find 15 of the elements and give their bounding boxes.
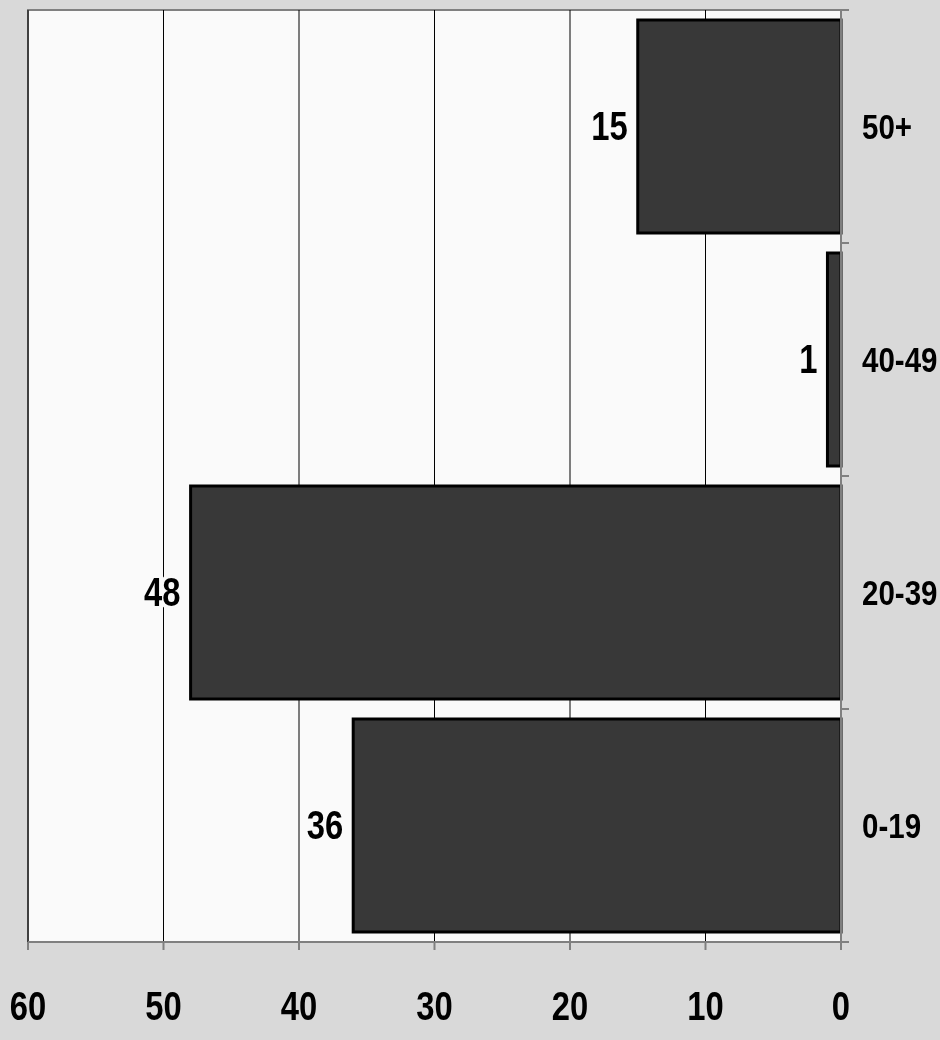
x-tick-label: 0 bbox=[831, 983, 851, 1029]
data-label: 36 bbox=[306, 803, 344, 848]
y-tick-label: 0-19 bbox=[862, 805, 922, 846]
x-tick-label: 40 bbox=[280, 983, 318, 1029]
bar bbox=[825, 251, 843, 468]
data-label: 1 bbox=[799, 337, 818, 382]
x-tick-label: 50 bbox=[145, 983, 182, 1029]
y-tick-label: 20-39 bbox=[862, 572, 938, 613]
x-tick-label: 60 bbox=[9, 983, 47, 1029]
y-tick-label: 50+ bbox=[862, 106, 913, 147]
x-tick-label: 10 bbox=[687, 983, 724, 1029]
y-tick-label: 40-49 bbox=[862, 339, 938, 380]
x-tick-label: 20 bbox=[551, 983, 589, 1029]
x-tick-label: 30 bbox=[416, 983, 453, 1029]
data-label: 15 bbox=[591, 104, 628, 149]
